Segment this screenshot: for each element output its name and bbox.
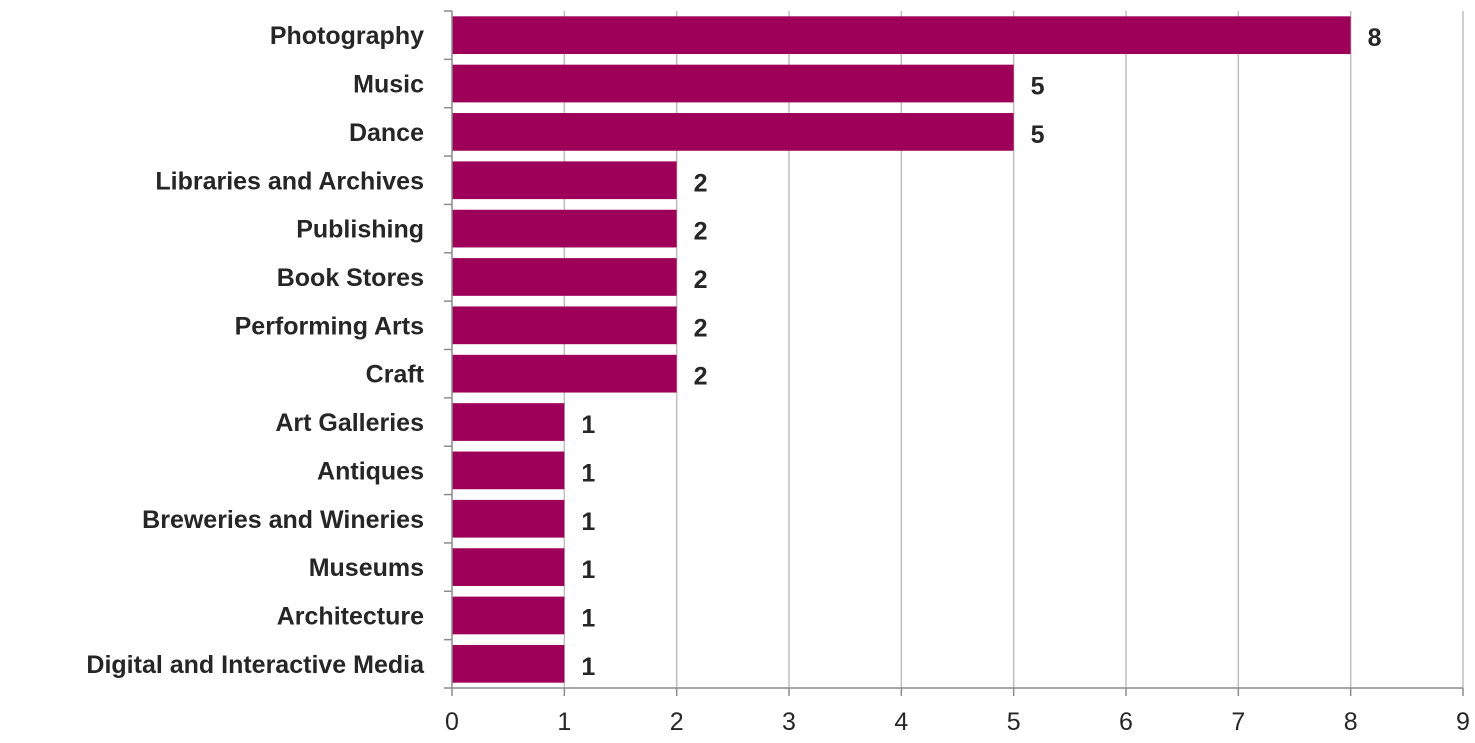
data-label: 1 [581,604,595,632]
x-tick-label: 4 [894,708,908,736]
bar [452,306,677,345]
bar [452,644,565,683]
data-label: 5 [1031,73,1045,101]
category-label: Digital and Interactive Media [86,651,425,679]
x-tick-label: 5 [1007,708,1021,736]
category-label: Art Galleries [275,409,424,437]
data-label: 1 [581,653,595,681]
axes [444,10,1464,696]
category-label: Architecture [277,602,424,630]
x-tick-label: 0 [445,708,459,736]
bar [452,209,677,248]
x-tick-label: 3 [782,708,796,736]
category-label: Book Stores [277,264,424,292]
bar [452,451,565,490]
category-label: Music [353,71,424,99]
x-tick-label: 6 [1119,708,1133,736]
bar [452,499,565,538]
data-label: 1 [581,556,595,584]
data-label: 8 [1368,24,1382,52]
bar [452,16,1351,55]
category-label: Libraries and Archives [155,167,424,195]
category-label: Dance [349,119,424,147]
data-label: 2 [694,363,708,391]
data-label: 2 [694,314,708,342]
data-label: 2 [694,218,708,246]
x-tick-label: 1 [557,708,571,736]
category-label: Performing Arts [235,312,424,340]
data-label: 1 [581,459,595,487]
labels: 0 1 2 3 4 5 6 7 8 9 Photography 8 Music 5 Dance 5 Libra… [86,22,1470,736]
x-tick-label: 8 [1344,708,1358,736]
category-label: Publishing [296,216,424,244]
data-label: 5 [1031,121,1045,149]
category-label: Antiques [317,457,424,485]
bar [452,258,677,296]
bar [452,64,1014,103]
data-label: 1 [581,508,595,536]
category-label: Craft [366,361,425,389]
bar [452,403,565,441]
category-label: Museums [309,554,424,582]
category-label: Breweries and Wineries [142,506,424,534]
bar [452,354,677,393]
bar [452,161,677,200]
data-label: 2 [694,266,708,294]
data-label: 1 [581,411,595,439]
bars [452,16,1351,683]
x-tick-label: 7 [1231,708,1245,736]
bar [452,113,1014,151]
x-tick-label: 2 [670,708,684,736]
bar [452,596,565,635]
bar [452,548,565,586]
x-tick-label: 9 [1456,708,1470,736]
data-label: 2 [694,169,708,197]
category-label: Photography [270,22,424,50]
gridlines [563,11,1464,688]
